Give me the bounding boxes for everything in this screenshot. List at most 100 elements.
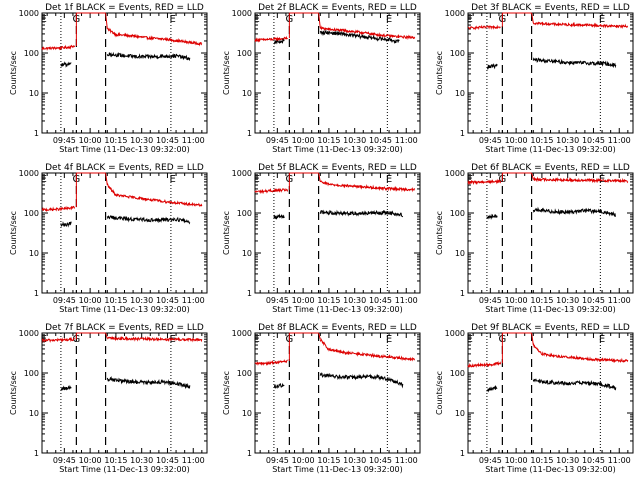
x-axis-label: Start Time (11-Dec-13 09:32:00) [485,305,616,314]
x-tick-label: 10:45 [369,296,392,305]
panel-title: Det 8f BLACK = Events, RED = LLD [258,323,417,333]
y-tick-label: 1 [247,449,252,458]
events-trace [532,206,616,218]
y-tick-label: 100 [450,209,465,218]
lld-trace [319,180,416,193]
y-tick-label: 1000 [19,169,39,178]
events-trace [273,37,285,45]
marker-letter: E [467,334,473,345]
panel-2: Det 2f BLACK = Events, RED = LLD 1 10 100 10… [222,3,421,154]
events-trace [60,384,72,391]
x-tick-label: 10:00 [292,136,315,145]
events-trace [486,63,498,71]
panel-title: Det 9f BLACK = Events, RED = LLD [471,323,630,333]
lld-fall [531,12,534,24]
y-tick-label: 1000 [19,329,39,338]
y-tick-label: 1 [247,129,252,138]
y-axis-label: Counts/sec [9,371,18,415]
y-axis-label: Counts/sec [222,51,231,95]
y-axis-label: Counts/sec [222,371,231,415]
x-tick-label: 10:30 [343,136,366,145]
lld-trace [106,183,203,207]
y-axis-label: Counts/sec [9,51,18,95]
lld-fall [105,12,108,29]
y-tick-label: 1000 [445,169,465,178]
panel-8: Det 8f BLACK = Events, RED = LLD 1 10 100 10… [222,323,421,474]
events-trace [106,51,191,61]
x-tick-label: 10:15 [104,296,127,305]
lld-trace [467,178,502,186]
marker-letter: E [467,14,473,25]
y-tick-label: 10 [455,249,465,258]
y-tick-label: 10 [29,89,39,98]
x-tick-label: 10:30 [343,296,366,305]
marker-letter: E [254,334,260,345]
x-tick-label: 09:45 [266,136,289,145]
lld-trace [107,335,203,343]
x-tick-label: 10:45 [369,456,392,465]
panel-title: Det 2f BLACK = Events, RED = LLD [258,3,417,13]
y-tick-label: 1 [34,289,39,298]
x-tick-label: 10:30 [556,136,579,145]
events-trace [273,382,285,389]
x-tick-label: 10:45 [582,136,605,145]
x-tick-label: 10:45 [156,456,179,465]
y-tick-label: 100 [24,209,39,218]
y-tick-label: 1 [34,129,39,138]
x-axis-label: Start Time (11-Dec-13 09:32:00) [59,145,190,154]
marker-letter: E [169,174,175,185]
panel-9: Det 9f BLACK = Events, RED = LLD 1 10 100 10… [435,323,634,474]
x-tick-label: 10:15 [104,136,127,145]
marker-letter: E [599,334,605,345]
y-axis-label: Counts/sec [9,211,18,255]
events-trace [106,215,191,225]
events-trace [319,29,400,44]
lld-fall [105,332,108,339]
y-tick-label: 100 [450,49,465,58]
y-axis-label: Counts/sec [435,371,444,415]
events-trace [106,375,191,390]
x-tick-label: 09:45 [53,136,76,145]
events-trace [273,213,285,220]
y-tick-label: 1 [34,449,39,458]
y-tick-label: 10 [455,89,465,98]
panel-1: Det 1f BLACK = Events, RED = LLD 1 10 100 10… [9,3,208,154]
panel-6: Det 6f BLACK = Events, RED = LLD 1 10 100 10… [435,163,634,314]
marker-letter: E [467,174,473,185]
y-tick-label: 100 [237,209,252,218]
x-axis-label: Start Time (11-Dec-13 09:32:00) [59,305,190,314]
lld-fall [531,172,534,180]
y-tick-label: 100 [24,49,39,58]
plot-frame [41,172,208,294]
lld-fall [318,12,321,29]
x-tick-label: 10:15 [530,296,553,305]
panel-title: Det 7f BLACK = Events, RED = LLD [45,323,204,333]
lld-trace [254,35,289,43]
x-tick-label: 10:45 [156,296,179,305]
x-tick-label: 10:15 [317,136,340,145]
y-axis-label: Counts/sec [435,211,444,255]
marker-letter: E [41,174,47,185]
marker-letter: E [599,174,605,185]
lld-fall [531,332,534,346]
y-tick-label: 100 [237,49,252,58]
events-trace [319,372,404,389]
marker-letter: E [386,334,392,345]
y-tick-label: 100 [450,369,465,378]
lld-trace [254,359,288,366]
lld-trace [41,205,76,212]
y-tick-label: 10 [242,249,252,258]
marker-letter: E [169,14,175,25]
y-tick-label: 1 [247,289,252,298]
marker-letter: E [386,174,392,185]
x-tick-label: 10:00 [505,296,528,305]
x-tick-label: 11:00 [182,136,205,145]
lld-trace [467,24,501,31]
x-axis-label: Start Time (11-Dec-13 09:32:00) [272,145,403,154]
plot-frame [467,172,634,294]
x-tick-label: 10:15 [530,456,553,465]
x-axis-label: Start Time (11-Dec-13 09:32:00) [59,465,190,474]
lld-fall [318,172,321,182]
x-tick-label: 10:15 [317,456,340,465]
